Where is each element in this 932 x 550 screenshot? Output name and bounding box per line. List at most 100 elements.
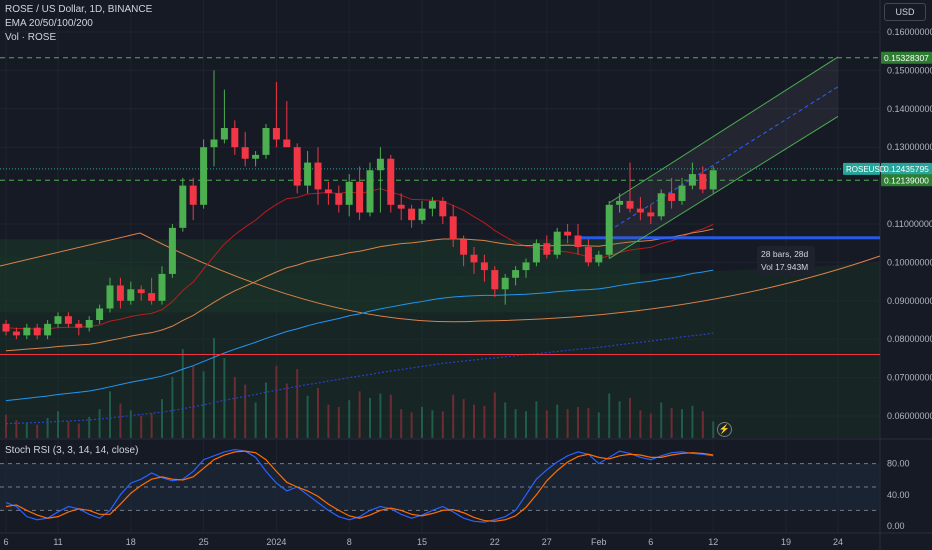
price-badge [881,174,932,187]
volume-bar [379,393,382,438]
volume-bar [649,413,652,438]
volume-bar [317,388,319,438]
volume-bar [410,412,413,438]
candle-body [657,193,665,217]
volume-indicator-label[interactable]: Vol · ROSE [5,32,57,43]
volume-bar [5,414,7,438]
candle-body [324,189,332,194]
symbol-title[interactable]: ROSE / US Dollar, 1D, BINANCE [5,4,153,15]
candle-body [418,208,426,221]
candle-body [553,231,561,255]
time-tick-label: Feb [591,537,607,547]
candle-body [636,208,644,213]
price-tick-label: 0.10000000 [887,257,932,267]
candle-body [179,185,187,228]
candle-body [262,128,270,155]
ema100-line [5,269,714,402]
volume-bar [389,394,392,438]
candle-body [647,212,655,217]
volume-bar [525,411,527,438]
volume-bar [400,409,403,438]
candle-body [574,235,582,248]
candle-body [304,162,312,186]
price-tick-label: 0.16000000 [887,27,932,37]
volume-bar [254,402,257,438]
candle-body [137,289,145,294]
volume-bar [88,416,91,438]
price-tick-label: 0.09000000 [887,296,932,306]
volume-bar [639,410,642,438]
price-tick-label: 0.13000000 [887,142,932,152]
candle-body [668,193,676,201]
candle-body [220,128,228,140]
candle-body [210,139,218,148]
candle-body [148,293,156,301]
volume-bar [202,371,205,438]
volume-bar [275,365,278,438]
candle-body [189,185,197,205]
candle-body [33,327,41,336]
measure-bars-text: 28 bars, 28d [761,249,809,259]
candle-body [252,154,260,159]
currency-button[interactable]: USD [884,3,926,21]
stoch-rsi-label[interactable]: Stoch RSI (3, 3, 14, 14, close) [5,445,139,456]
lightning-icon[interactable]: ⚡ [717,422,732,437]
candle-body [231,128,239,148]
volume-bar [493,392,496,438]
candle-body [366,170,374,213]
volume-bar [441,411,444,438]
volume-bar [67,421,70,438]
candle-body [314,162,322,190]
volume-bar [171,376,174,438]
price-badge-label: 0.15328307 [884,53,929,63]
volume-bar [15,420,18,438]
symbol-badge-label: ROSEUSD [846,165,886,174]
channel-lower [608,116,839,259]
volume-bar [98,409,101,438]
measure-line [578,236,880,240]
volume-bar [566,409,569,438]
rsi-tick-label: 40.00 [887,490,910,500]
candle-body [335,193,343,205]
main-pane-bg [0,0,880,438]
candle-body [168,227,176,274]
rsi-k-line [5,448,714,523]
candle-body [54,316,62,324]
price-badge-label: 0.12435795 [884,164,929,174]
candle-body [678,185,686,201]
candle-body [480,262,488,271]
time-tick-label: 6 [3,537,8,547]
time-tick-label: 19 [781,537,791,547]
candle-body [564,231,572,236]
volume-bar [670,408,673,438]
volume-bar [348,400,351,438]
volume-bar [57,411,59,438]
volume-bar [233,376,236,438]
volume-bar [691,405,694,438]
price-badge [881,51,932,64]
channel-mid [608,86,839,232]
candle-body [491,270,499,290]
price-tick-label: 0.07000000 [887,373,932,383]
volume-bar [629,398,631,438]
volume-bar [514,409,517,438]
time-tick-label: 18 [126,537,136,547]
volume-bar [577,406,579,438]
candle-body [85,320,93,328]
price-tick-label: 0.06000000 [887,411,932,421]
volume-bar [712,421,715,438]
candle-body [116,285,124,301]
volume-bar [660,402,663,438]
volume-bar [556,404,559,438]
ema-indicator-label[interactable]: EMA 20/50/100/200 [5,18,93,29]
price-tick-label: 0.15000000 [887,65,932,75]
volume-bar [597,412,600,438]
time-tick-label: 8 [347,537,352,547]
candle-body [106,285,114,309]
candle-body [64,316,72,324]
candle-body [626,200,634,209]
volume-bar [161,399,163,438]
candle-body [408,208,416,221]
candle-body [158,273,166,301]
